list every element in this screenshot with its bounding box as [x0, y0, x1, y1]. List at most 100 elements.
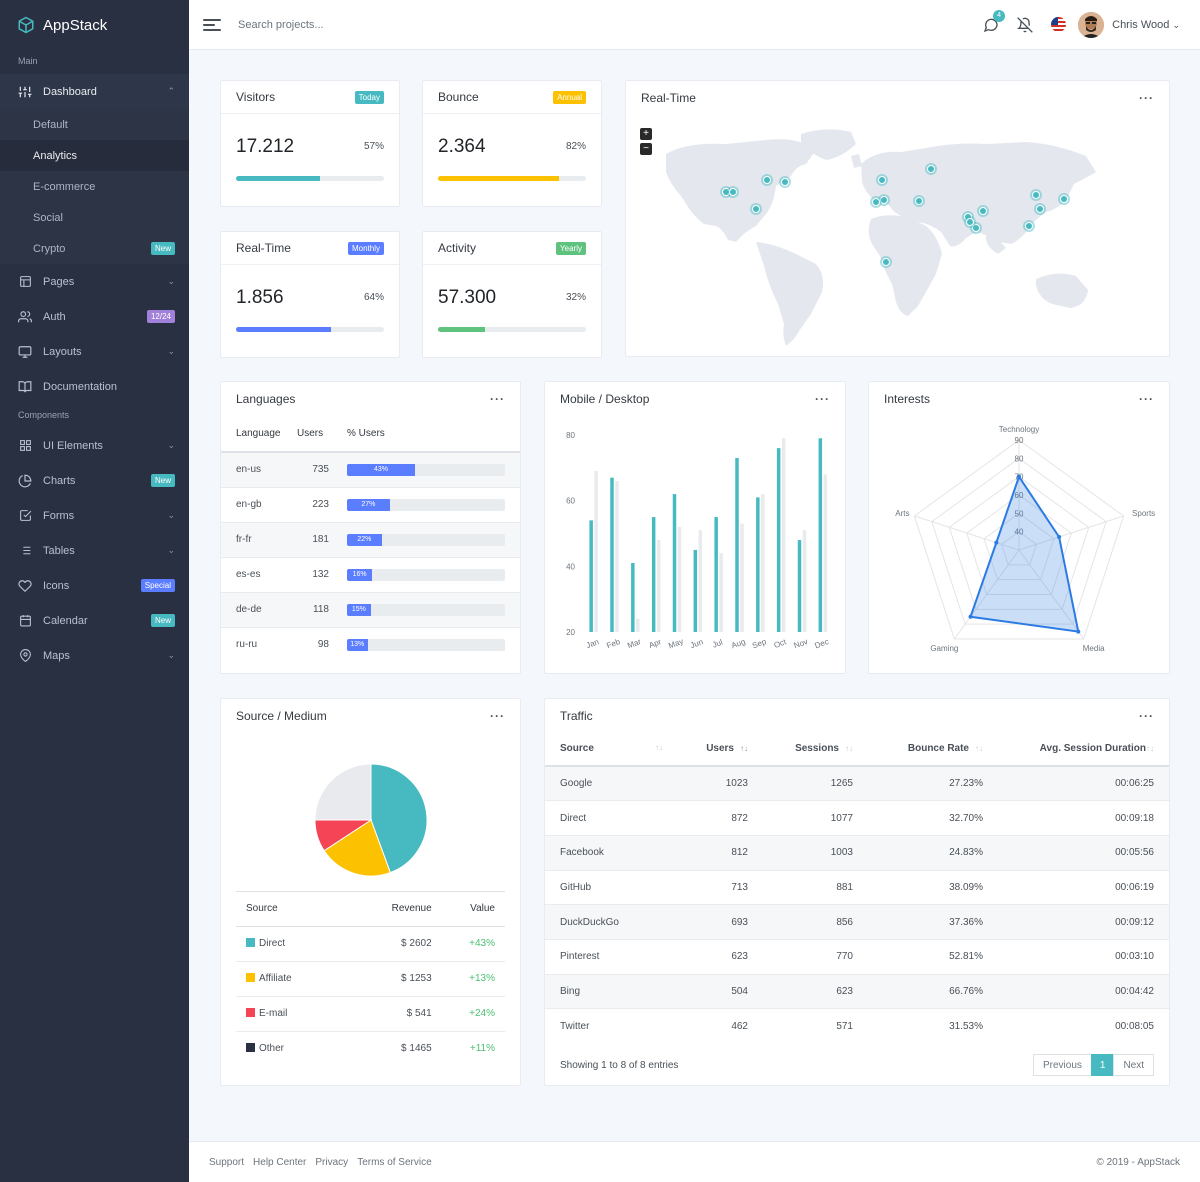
- bounce-cell: 24.83%: [853, 834, 983, 871]
- map-marker[interactable]: [727, 186, 739, 198]
- sidebar-item-layouts[interactable]: Layouts ⌄: [0, 334, 189, 369]
- radar-grid: [948, 476, 1090, 610]
- mobile-desktop-card: Mobile / Desktop ··· 20 40 60 80 Jan Feb Mar Apr…: [544, 381, 846, 674]
- sidebar-item-auth[interactable]: Auth 12/24: [0, 299, 189, 334]
- sort-duration-header[interactable]: Avg. Session Duration↑↓: [983, 732, 1169, 767]
- hamburger-icon[interactable]: [203, 16, 223, 34]
- footer-link-help-center[interactable]: Help Center: [253, 1156, 307, 1168]
- radar-label: Gaming: [930, 644, 958, 653]
- more-icon[interactable]: ···: [1139, 90, 1154, 105]
- sidebar-item-ui-elements[interactable]: UI Elements ⌄: [0, 428, 189, 463]
- sidebar-item-documentation[interactable]: Documentation: [0, 369, 189, 404]
- map-marker[interactable]: [1034, 203, 1046, 215]
- sort-bounce-header[interactable]: Bounce Rate ↑↓: [853, 732, 983, 767]
- map-marker[interactable]: [880, 256, 892, 268]
- more-icon[interactable]: ···: [1139, 708, 1154, 723]
- map-marker[interactable]: [964, 216, 976, 228]
- map-marker[interactable]: [1023, 220, 1035, 232]
- sidebar-item-calendar[interactable]: Calendar New: [0, 603, 189, 638]
- sidebar-subitem-ecommerce[interactable]: E-commerce: [0, 171, 189, 202]
- map-marker[interactable]: [1030, 189, 1042, 201]
- sidebar-subitem-social[interactable]: Social: [0, 202, 189, 233]
- user-menu[interactable]: Chris Wood ⌄: [1112, 19, 1180, 31]
- sidebar-item-dashboard[interactable]: Dashboard ⌃: [0, 74, 189, 109]
- bell-off-icon[interactable]: [1017, 16, 1033, 33]
- sort-sessions-header[interactable]: Sessions ↑↓: [748, 732, 853, 767]
- subitem-label: Crypto: [33, 242, 66, 255]
- footer-link-privacy[interactable]: Privacy: [315, 1156, 349, 1168]
- chevron-down-icon: ⌄: [167, 440, 175, 450]
- more-icon[interactable]: ···: [490, 708, 505, 723]
- footer-link-support[interactable]: Support: [209, 1156, 245, 1168]
- period-badge: Yearly: [556, 241, 586, 255]
- duration-cell: 00:06:25: [983, 765, 1169, 801]
- brand[interactable]: AppStack: [0, 0, 189, 50]
- stat-card-2: Real-Time Monthly 1.856 64%: [220, 231, 400, 358]
- zoom-out-button[interactable]: −: [640, 143, 652, 155]
- footer-link-terms[interactable]: Terms of Service: [357, 1156, 432, 1168]
- bar: [698, 530, 703, 632]
- radar-axis: [953, 549, 1020, 640]
- page-1-button[interactable]: 1: [1090, 1054, 1115, 1076]
- footer: Support Help Center Privacy Terms of Ser…: [189, 1141, 1200, 1182]
- sidebar-item-icons[interactable]: Icons Special: [0, 568, 189, 603]
- sort-source-header[interactable]: Source ↑↓: [545, 732, 675, 767]
- us-flag-icon[interactable]: [1051, 17, 1067, 32]
- message-icon[interactable]: 4: [983, 9, 1006, 33]
- map-marker[interactable]: [750, 203, 762, 215]
- stat-card-3: Activity Yearly 57.300 32%: [422, 231, 602, 358]
- sidebar-subitem-analytics[interactable]: Analytics: [0, 140, 189, 171]
- radar-grid: [1000, 531, 1038, 566]
- table-row: Direct $ 2602 +43%: [236, 925, 505, 961]
- zoom-in-button[interactable]: +: [640, 128, 652, 140]
- world-map[interactable]: [626, 114, 1169, 356]
- sidebar-item-tables[interactable]: Tables ⌄: [0, 533, 189, 568]
- sidebar-item-maps[interactable]: Maps ⌄: [0, 638, 189, 673]
- more-icon[interactable]: ···: [490, 391, 505, 406]
- sidebar-item-label: Pages: [43, 275, 75, 288]
- more-icon[interactable]: ···: [1139, 391, 1154, 406]
- language-cell: fr-fr: [221, 521, 297, 557]
- sidebar-item-forms[interactable]: Forms ⌄: [0, 498, 189, 533]
- map-marker[interactable]: [779, 176, 791, 188]
- bar: [636, 618, 640, 632]
- map-marker[interactable]: [720, 186, 732, 198]
- source-name: E-mail: [259, 1008, 288, 1019]
- sidebar-item-label: Tables: [43, 544, 75, 557]
- search-input[interactable]: [238, 18, 538, 31]
- map-marker[interactable]: [870, 196, 882, 208]
- source-cell: Twitter: [545, 1008, 675, 1044]
- bounce-cell: 32.70%: [853, 800, 983, 836]
- sort-users-header[interactable]: Users ↑↓: [675, 732, 748, 767]
- radar-axis: [1018, 515, 1124, 551]
- bounce-cell: 66.76%: [853, 973, 983, 1009]
- source-name: Direct: [259, 938, 286, 949]
- map-marker[interactable]: [1058, 193, 1070, 205]
- table-info: Showing 1 to 8 of 8 entries: [560, 1060, 679, 1071]
- r-tick-label: 60: [1015, 491, 1024, 500]
- progress-fill: [236, 176, 321, 181]
- map-marker[interactable]: [925, 163, 937, 175]
- map-marker[interactable]: [970, 222, 982, 234]
- bounce-cell: 38.09%: [853, 869, 983, 905]
- header-label: Sessions: [795, 743, 839, 754]
- radar-grid: [983, 512, 1055, 581]
- map-marker[interactable]: [878, 194, 890, 206]
- next-button[interactable]: Next: [1113, 1054, 1154, 1076]
- map-marker[interactable]: [913, 195, 925, 207]
- sidebar-subitem-crypto[interactable]: Crypto New: [0, 233, 189, 264]
- map-marker[interactable]: [977, 205, 989, 217]
- avatar[interactable]: [1078, 11, 1105, 38]
- header-label: Bounce Rate: [907, 743, 969, 754]
- radar-grid: [966, 494, 1072, 595]
- more-icon[interactable]: ···: [815, 391, 830, 406]
- previous-button[interactable]: Previous: [1032, 1054, 1092, 1076]
- sidebar-item-charts[interactable]: Charts New: [0, 463, 189, 498]
- header-label: Users: [706, 743, 734, 754]
- users-cell: 735: [297, 451, 347, 487]
- bounce-cell: 37.36%: [853, 904, 983, 940]
- sidebar-item-pages[interactable]: Pages ⌄: [0, 264, 189, 299]
- sidebar-subitem-default[interactable]: Default: [0, 109, 189, 140]
- map-marker[interactable]: [876, 174, 888, 186]
- map-marker[interactable]: [761, 174, 773, 186]
